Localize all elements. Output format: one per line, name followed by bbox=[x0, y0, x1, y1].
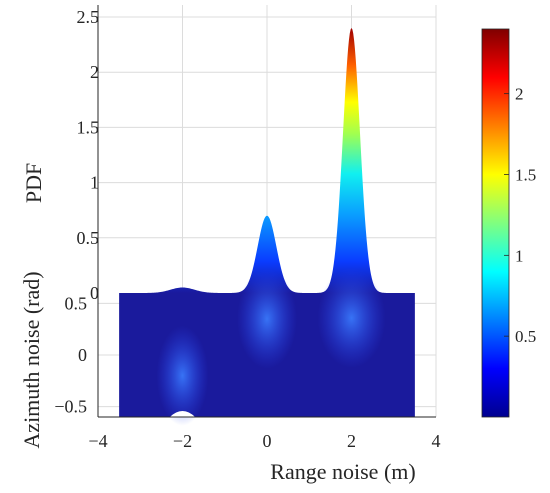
pdf-ridge bbox=[119, 28, 415, 293]
y-axis-label: Azimuth noise (rad) bbox=[19, 271, 44, 448]
x-tick-label: 4 bbox=[432, 431, 441, 451]
z-tick-label: 0 bbox=[90, 283, 99, 303]
x-tick-label: 0 bbox=[263, 431, 272, 451]
y-tick-label: 0 bbox=[78, 345, 87, 365]
tick-labels: −4 −2 0 2 4−0.500.500.511.522.5 bbox=[54, 7, 440, 451]
colorbar-gradient bbox=[481, 28, 510, 418]
x-tick-label: −2 bbox=[173, 431, 192, 451]
z-tick-label: 2.5 bbox=[77, 7, 100, 27]
x-axis-label: Range noise (m) bbox=[270, 459, 415, 484]
colorbar: 0.5 1 1.5 2 bbox=[481, 28, 536, 418]
colorbar-tick-label: 0.5 bbox=[515, 327, 536, 346]
z-axis-label: PDF bbox=[21, 163, 46, 203]
colorbar-tick-label: 1.5 bbox=[515, 166, 536, 185]
axes bbox=[97, 5, 436, 418]
x-tick-label: 2 bbox=[347, 431, 356, 451]
z-tick-label: 1 bbox=[90, 173, 99, 193]
z-tick-label: 0.5 bbox=[77, 228, 100, 248]
y-tick-label: −0.5 bbox=[54, 397, 87, 417]
y-tick-label: 0.5 bbox=[65, 293, 88, 313]
pdf-surface bbox=[119, 28, 415, 426]
peak-footprint bbox=[317, 268, 386, 368]
x-tick-label: −4 bbox=[88, 431, 107, 451]
colorbar-tick-label: 1 bbox=[515, 246, 524, 265]
peak-footprint bbox=[156, 325, 209, 426]
z-tick-label: 1.5 bbox=[77, 117, 100, 137]
edge-bump bbox=[169, 411, 196, 417]
z-tick-label: 2 bbox=[90, 62, 99, 82]
peak-footprint bbox=[237, 268, 297, 369]
colorbar-tick-label: 2 bbox=[515, 85, 524, 104]
